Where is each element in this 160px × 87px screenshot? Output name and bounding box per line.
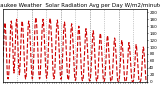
Title: Milwaukee Weather  Solar Radiation Avg per Day W/m2/minute: Milwaukee Weather Solar Radiation Avg pe… — [0, 3, 160, 8]
